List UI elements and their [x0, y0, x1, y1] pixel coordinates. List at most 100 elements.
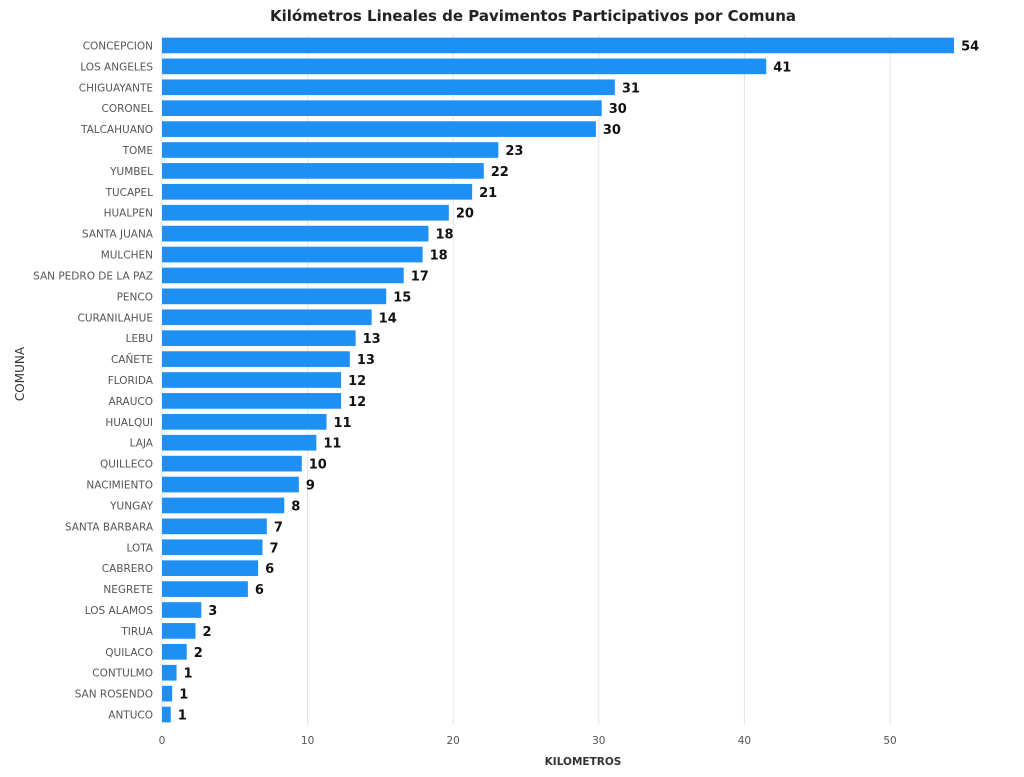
bar	[162, 37, 955, 54]
bar	[162, 539, 263, 556]
bar	[162, 351, 350, 367]
category-label: CURANILAHUE	[77, 312, 153, 324]
data-label: 2	[194, 646, 203, 661]
category-label: CABRERO	[102, 563, 153, 575]
bar	[162, 142, 499, 158]
bar	[162, 602, 202, 618]
data-label: 30	[609, 102, 627, 117]
data-label: 21	[479, 186, 497, 201]
category-label: CONCEPCION	[83, 40, 153, 52]
category-label: QUILLECO	[100, 459, 153, 471]
category-label: LOTA	[126, 542, 153, 554]
category-label: LEBU	[126, 333, 153, 345]
data-label: 18	[435, 228, 453, 243]
category-labels: CONCEPCION LOS ANGELES CHIGUAYANTE CORONEL T…	[33, 40, 154, 721]
bar	[162, 267, 404, 284]
data-label: 30	[603, 123, 621, 138]
category-label: MULCHEN	[101, 250, 153, 262]
bar	[162, 685, 173, 702]
category-label: TUCAPEL	[105, 187, 154, 199]
category-label: TOME	[122, 145, 153, 157]
bar	[162, 183, 473, 200]
data-label: 12	[348, 374, 366, 389]
category-label: PENCO	[117, 291, 153, 303]
data-label: 18	[430, 249, 448, 264]
category-label: HUALQUI	[105, 417, 153, 429]
data-label: 20	[456, 207, 474, 222]
data-label: 54	[961, 39, 979, 54]
bar	[162, 121, 596, 137]
bar	[162, 288, 387, 305]
data-label: 23	[505, 144, 523, 159]
category-label: CORONEL	[102, 103, 154, 115]
data-label: 15	[393, 290, 411, 305]
category-label: ANTUCO	[108, 710, 153, 722]
category-label: TIRUA	[120, 626, 153, 638]
category-label: NACIMIENTO	[86, 480, 153, 492]
data-label: 11	[334, 416, 352, 431]
category-label: HUALPEN	[104, 208, 153, 220]
bars	[162, 37, 955, 723]
data-label: 7	[269, 541, 278, 556]
bar	[162, 497, 285, 514]
category-label: LOS ANGELES	[80, 61, 153, 73]
data-label: 14	[379, 311, 397, 326]
category-label: TALCAHUANO	[80, 124, 153, 136]
data-label: 13	[363, 332, 381, 347]
bar	[162, 204, 449, 221]
bar	[162, 309, 372, 326]
data-label: 6	[265, 562, 274, 577]
data-label: 11	[323, 437, 341, 452]
category-label: YUMBEL	[109, 166, 153, 178]
bar	[162, 393, 342, 409]
bar	[162, 476, 299, 493]
data-label: 1	[178, 709, 187, 724]
category-label: ARAUCO	[108, 396, 153, 408]
data-labels: 5441313030232221201818171514131312121111…	[178, 39, 979, 723]
data-label: 1	[179, 688, 188, 703]
category-label: NEGRETE	[103, 584, 153, 596]
data-label: 3	[208, 604, 217, 619]
data-label: 6	[255, 583, 264, 598]
x-tick-label: 40	[738, 735, 751, 747]
category-label: YUNGAY	[109, 500, 153, 512]
data-label: 10	[309, 458, 327, 473]
bar	[162, 413, 327, 430]
y-axis-title: COMUNA	[13, 346, 27, 401]
chart-title: Kilómetros Lineales de Pavimentos Partic…	[270, 7, 796, 25]
x-tick-label: 50	[883, 735, 896, 747]
bar	[162, 643, 187, 660]
category-label: QUILACO	[105, 647, 153, 659]
data-label: 9	[306, 479, 315, 494]
data-label: 1	[184, 667, 193, 682]
bar	[162, 706, 171, 723]
x-tick-label: 10	[301, 735, 314, 747]
data-label: 2	[202, 625, 211, 640]
x-axis-title: KILOMETROS	[545, 756, 622, 768]
bar	[162, 455, 302, 472]
bar	[162, 623, 196, 639]
data-label: 17	[411, 269, 429, 284]
data-label: 12	[348, 395, 366, 410]
bar	[162, 225, 429, 242]
bar	[162, 246, 423, 263]
category-label: LOS ALAMOS	[85, 605, 154, 617]
bar	[162, 560, 259, 577]
data-label: 41	[773, 60, 791, 75]
bar	[162, 664, 177, 681]
data-label: 7	[274, 520, 283, 535]
category-label: FLORIDA	[108, 375, 154, 387]
category-label: CONTULMO	[92, 668, 153, 680]
bar	[162, 434, 317, 451]
x-tick-label: 20	[447, 735, 460, 747]
data-label: 13	[357, 353, 375, 368]
bar	[162, 581, 248, 597]
category-label: CHIGUAYANTE	[79, 82, 153, 94]
data-label: 8	[291, 499, 300, 514]
bar	[162, 518, 267, 535]
category-label: CAÑETE	[111, 353, 153, 366]
data-label: 22	[491, 165, 509, 180]
category-label: SANTA JUANA	[82, 229, 154, 241]
x-tick-labels: 0 10 20 30 40 50	[159, 735, 897, 747]
